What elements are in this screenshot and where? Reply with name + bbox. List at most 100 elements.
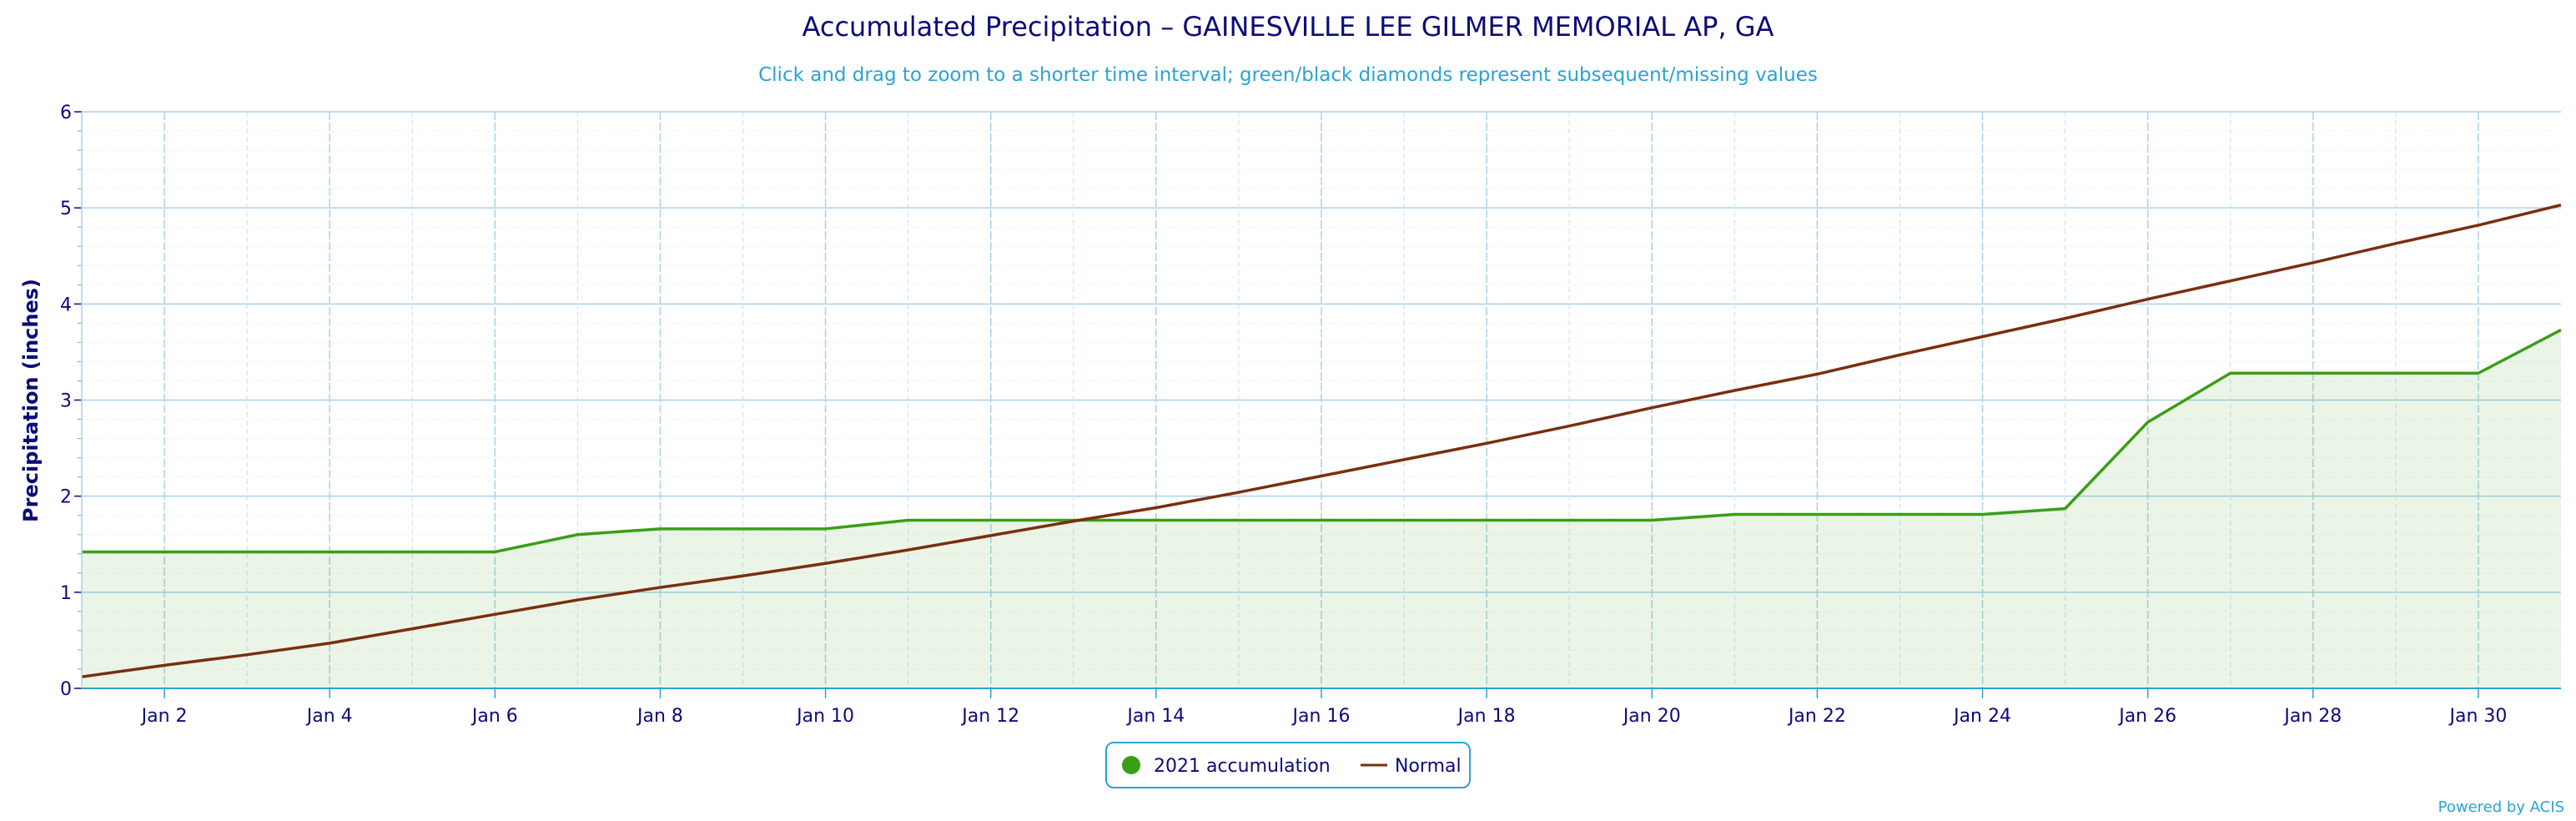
data-point-2021-accumulation xyxy=(244,549,249,554)
data-point-2021-accumulation xyxy=(741,526,746,531)
data-point-normal xyxy=(1319,473,1324,478)
y-tick-label: 4 xyxy=(60,295,72,315)
area-layer xyxy=(82,330,2561,688)
y-tick-label: 3 xyxy=(60,391,72,412)
series-line-normal xyxy=(81,204,2562,678)
legend-marker-2021-accumulation xyxy=(1122,756,1140,774)
y-tick-label: 5 xyxy=(60,199,72,219)
x-tick-label: Jan 10 xyxy=(795,706,854,727)
data-point-2021-accumulation xyxy=(1484,517,1489,522)
data-point-normal xyxy=(657,585,662,590)
data-point-2021-accumulation xyxy=(989,517,994,522)
x-tick-label: Jan 26 xyxy=(2117,706,2176,727)
data-point-normal xyxy=(1649,405,1654,410)
data-point-2021-accumulation xyxy=(327,549,332,554)
data-point-normal xyxy=(2063,316,2068,321)
data-point-2021-accumulation xyxy=(410,549,415,554)
credits-link[interactable]: Powered by ACIS xyxy=(2438,798,2564,816)
grid xyxy=(82,111,2561,689)
data-point-2021-accumulation xyxy=(1897,512,1902,517)
data-point-normal xyxy=(575,597,580,602)
x-tick-label: Jan 6 xyxy=(470,706,518,727)
data-point-2021-accumulation xyxy=(2063,506,2068,511)
series-area-2021-accumulation xyxy=(82,330,2561,688)
data-point-normal xyxy=(1814,371,1819,376)
y-tick-label: 2 xyxy=(60,487,72,508)
data-point-2021-accumulation xyxy=(1154,517,1159,522)
x-tick-label: Jan 4 xyxy=(305,706,353,727)
y-tick-label: 0 xyxy=(60,679,72,700)
data-point-normal xyxy=(2558,203,2563,208)
data-point-2021-accumulation xyxy=(1567,517,1572,522)
x-tick-label: Jan 28 xyxy=(2282,706,2342,727)
data-point-normal xyxy=(741,573,746,578)
y-tick-label: 1 xyxy=(60,583,72,604)
x-tick-label: Jan 18 xyxy=(1457,706,1516,727)
x-tick-label: Jan 24 xyxy=(1952,706,2011,727)
chart-title: Accumulated Precipitation – GAINESVILLE … xyxy=(802,11,1774,43)
axis-layer: 0 1 2 3 4 5 6 Jan 2 Jan 4 Jan 6 Jan 8 Jan 10 Jan 12 J… xyxy=(60,103,2561,727)
legend[interactable]: 2021 accumulation Normal xyxy=(1105,742,1471,788)
data-point-normal xyxy=(2228,279,2233,284)
data-point-normal xyxy=(2476,223,2481,228)
x-tick-label: Jan 12 xyxy=(960,706,1019,727)
data-point-2021-accumulation xyxy=(2558,327,2563,332)
data-point-normal xyxy=(1401,457,1406,462)
x-tick-label: Jan 30 xyxy=(2448,706,2507,727)
data-point-2021-accumulation xyxy=(2393,370,2398,375)
data-point-normal xyxy=(327,641,332,646)
data-point-2021-accumulation xyxy=(2146,420,2151,425)
data-point-2021-accumulation xyxy=(1236,517,1241,522)
y-axis-label: Precipitation (inches) xyxy=(19,279,43,522)
data-point-normal xyxy=(1980,334,1985,339)
data-point-normal xyxy=(1567,424,1572,429)
x-tick-label: Jan 20 xyxy=(1622,706,1681,727)
data-point-2021-accumulation xyxy=(1980,512,1985,517)
data-point-2021-accumulation xyxy=(575,532,580,537)
data-point-normal xyxy=(492,612,497,617)
data-point-2021-accumulation xyxy=(1401,517,1406,522)
data-point-normal xyxy=(244,652,249,657)
x-tick-label: Jan 16 xyxy=(1291,706,1351,727)
data-point-2021-accumulation xyxy=(823,526,828,531)
data-point-normal xyxy=(410,627,415,632)
data-point-2021-accumulation xyxy=(1814,512,1819,517)
data-point-normal xyxy=(989,533,994,538)
legend-item-normal[interactable]: Normal xyxy=(1361,756,1462,777)
data-point-2021-accumulation xyxy=(906,517,911,522)
chart-subtitle: Click and drag to zoom to a shorter time… xyxy=(758,64,1818,86)
x-tick-label: Jan 14 xyxy=(1125,706,1185,727)
data-point-normal xyxy=(1071,519,1076,524)
data-point-normal xyxy=(1897,352,1902,357)
y-tick-label: 6 xyxy=(60,103,72,123)
data-point-2021-accumulation xyxy=(162,549,167,554)
data-point-2021-accumulation xyxy=(2476,370,2481,375)
series-line-2021-accumulation xyxy=(82,328,2562,554)
legend-label-2021-accumulation: 2021 accumulation xyxy=(1154,756,1331,777)
data-point-normal xyxy=(1732,388,1737,393)
data-point-2021-accumulation xyxy=(1319,517,1324,522)
x-tick-label: Jan 8 xyxy=(636,706,683,727)
x-tick-label: Jan 22 xyxy=(1787,706,1846,727)
data-point-2021-accumulation xyxy=(657,526,662,531)
data-point-normal xyxy=(1484,441,1489,446)
legend-label-normal: Normal xyxy=(1395,756,1462,777)
data-point-normal xyxy=(1236,490,1241,495)
data-point-normal xyxy=(1154,505,1159,510)
data-point-normal xyxy=(2393,241,2398,246)
data-point-normal xyxy=(906,547,911,552)
data-point-2021-accumulation xyxy=(492,549,497,554)
legend-item-2021-accumulation[interactable]: 2021 accumulation xyxy=(1122,756,1331,777)
data-point-2021-accumulation xyxy=(2228,370,2233,375)
data-point-2021-accumulation xyxy=(1649,517,1654,522)
data-point-2021-accumulation xyxy=(2311,370,2316,375)
data-point-normal xyxy=(823,561,828,566)
line-layer xyxy=(81,203,2563,678)
data-point-normal xyxy=(162,662,167,667)
legend-box xyxy=(1105,742,1471,788)
x-tick-label: Jan 2 xyxy=(140,706,188,727)
data-point-normal xyxy=(2311,260,2316,265)
